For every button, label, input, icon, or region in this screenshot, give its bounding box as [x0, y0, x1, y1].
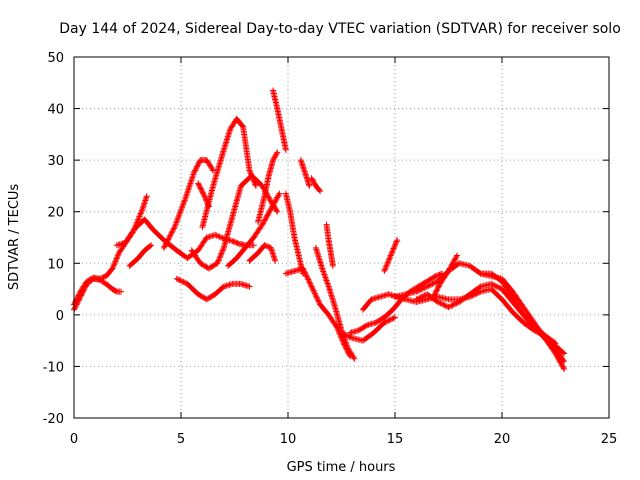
series-track-4 — [126, 242, 155, 269]
y-tick-label: -20 — [43, 412, 64, 427]
series-track-15 — [282, 190, 306, 277]
x-tick-label: 15 — [387, 432, 404, 447]
series-track-27 — [477, 270, 568, 373]
series-track-8 — [199, 115, 259, 231]
series-track-26 — [430, 252, 461, 300]
data-marks — [71, 87, 568, 373]
series-track-13 — [246, 242, 279, 264]
axis-ticks: 0 5 10 15 20 25 -20 -10 0 10 20 30 40 50 — [43, 51, 618, 447]
series-track-2 — [71, 275, 125, 313]
series-track-20 — [338, 314, 398, 344]
x-tick-label: 10 — [280, 432, 297, 447]
series-track-10 — [225, 190, 283, 269]
y-axis-label: SDTVAR / TECUs — [7, 184, 22, 291]
series-track-17 — [308, 175, 324, 195]
y-tick-label: 10 — [47, 257, 64, 272]
series-track-23 — [381, 237, 401, 275]
x-tick-label: 25 — [601, 432, 618, 447]
grid — [74, 57, 609, 418]
series-track-5 — [160, 157, 217, 251]
series-track-7 — [173, 275, 253, 303]
y-tick-label: 30 — [47, 154, 64, 169]
y-tick-label: 0 — [56, 309, 64, 324]
series-track-14 — [282, 265, 354, 360]
series-track-11 — [255, 149, 281, 226]
x-tick-label: 5 — [177, 432, 185, 447]
series-track-16 — [297, 157, 313, 189]
x-tick-label: 0 — [70, 432, 78, 447]
series-track-3 — [113, 193, 150, 249]
series-track-19 — [323, 221, 336, 269]
series-track-12 — [270, 87, 289, 153]
series-track-21 — [347, 270, 446, 336]
y-tick-label: 50 — [47, 51, 64, 66]
series-track-24 — [392, 260, 568, 365]
y-tick-label: 20 — [47, 206, 64, 221]
x-axis-label: GPS time / hours — [287, 460, 396, 475]
x-tick-label: 20 — [494, 432, 511, 447]
y-tick-label: -10 — [43, 360, 64, 375]
chart-title: Day 144 of 2024, Sidereal Day-to-day VTE… — [59, 21, 621, 37]
plot-frame — [73, 56, 610, 419]
y-tick-label: 40 — [47, 103, 64, 118]
